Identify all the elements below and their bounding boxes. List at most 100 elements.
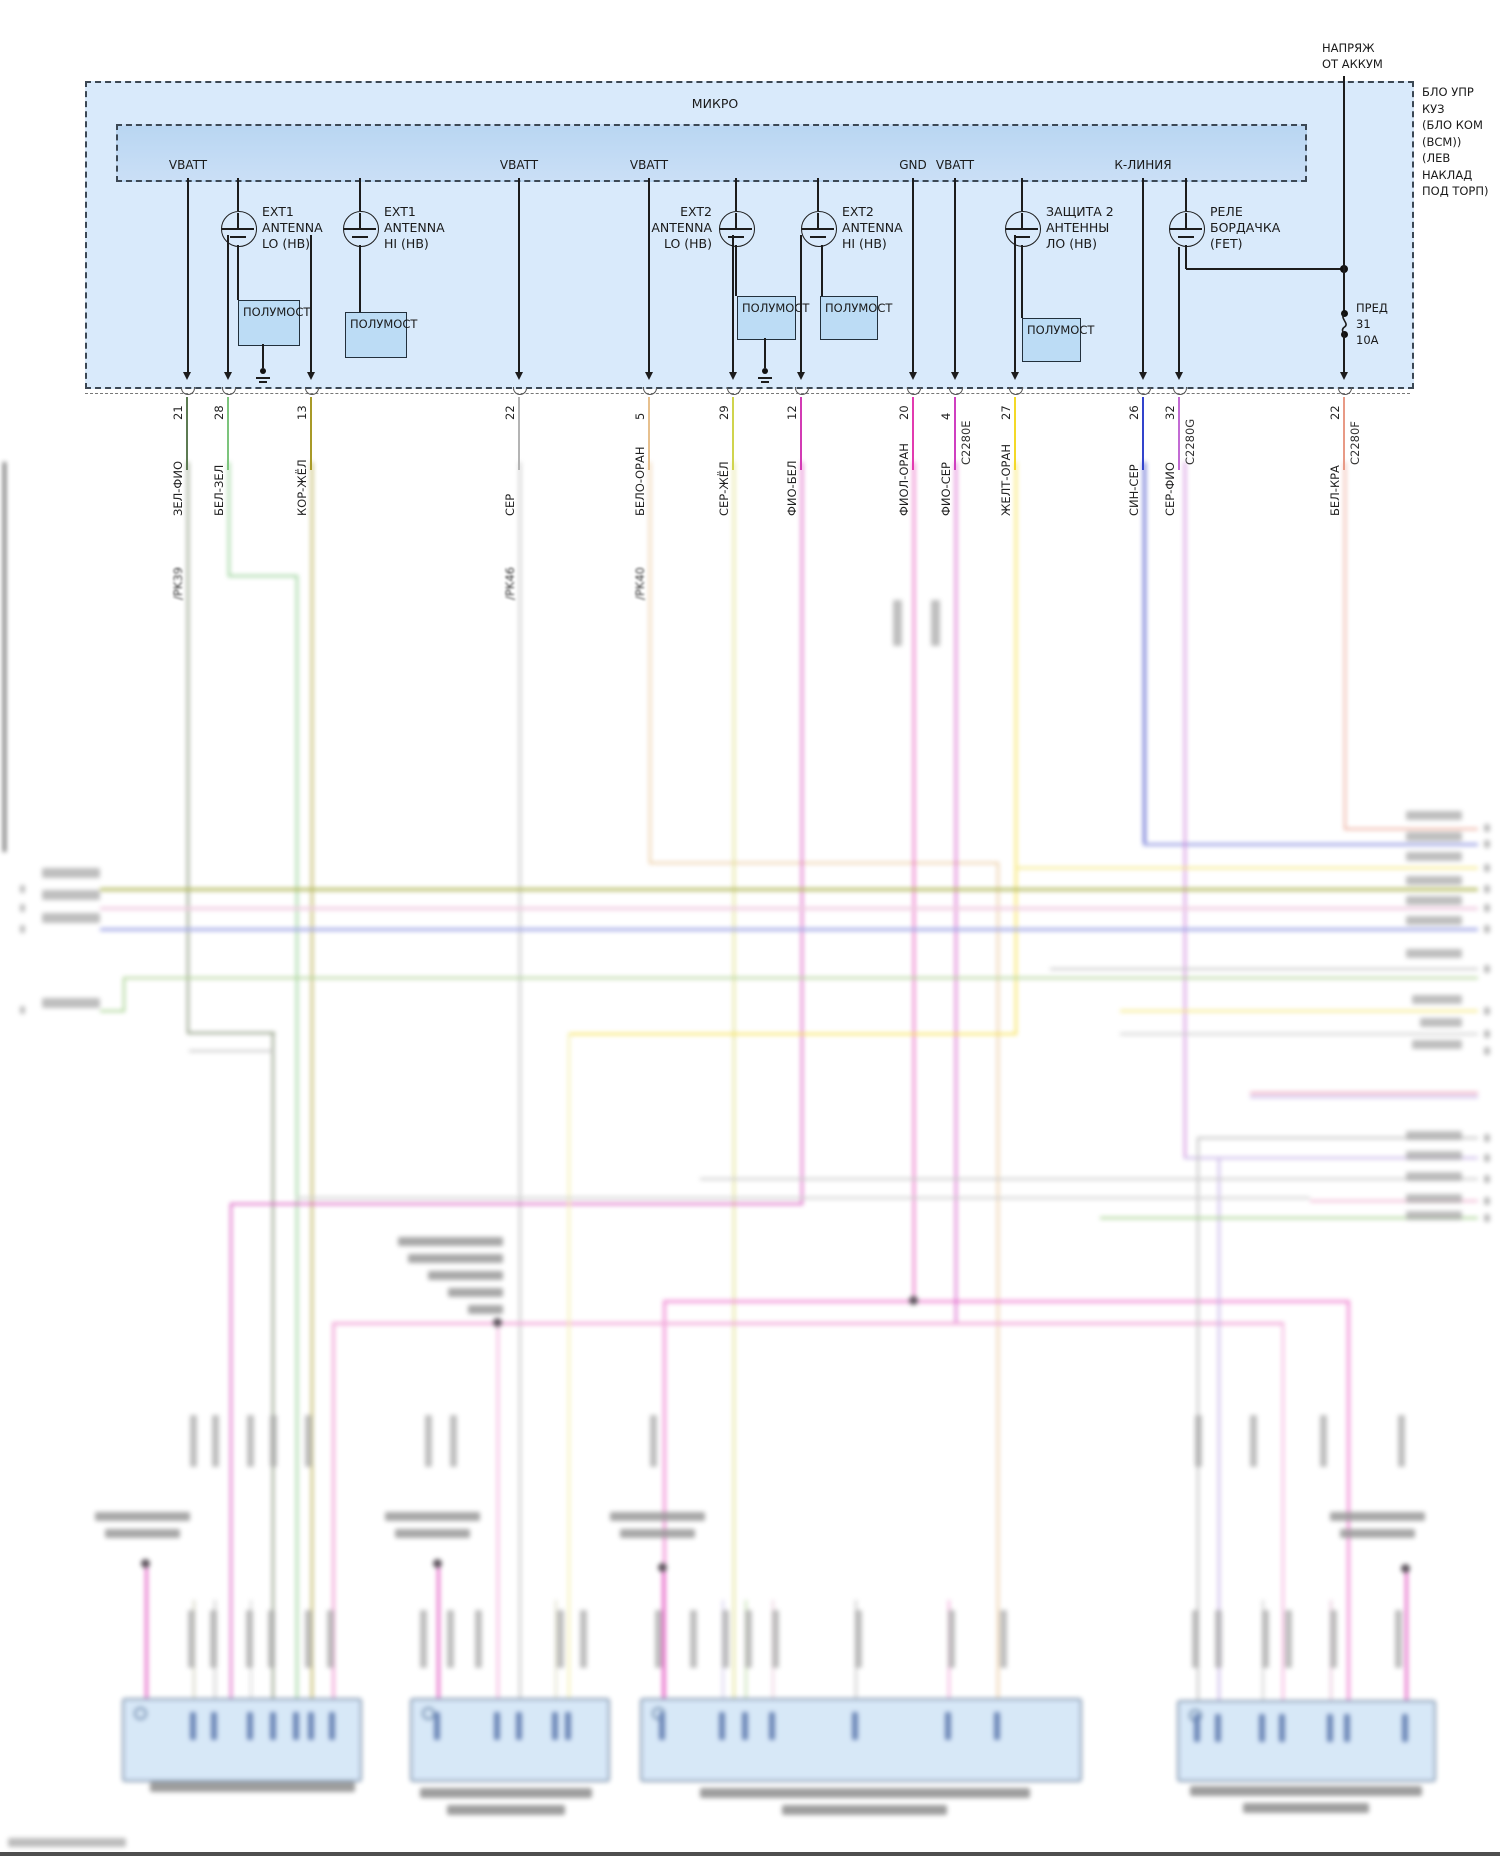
connector-pin-tick — [552, 1712, 558, 1740]
wire-segment — [1250, 1092, 1478, 1094]
driver-stem-down — [735, 245, 737, 296]
blurred-text-blob — [190, 1415, 197, 1467]
wire-segment — [519, 462, 522, 1700]
fuse-rating: 10A — [1356, 333, 1379, 347]
wire-segment — [230, 1203, 803, 1206]
blurred-text-blob — [1250, 1415, 1257, 1467]
bcm-module-note: БЛО УПР КУЗ (БЛО КОМ (ВСМ)) (ЛЕВ НАКЛАД ПОД Т… — [1422, 84, 1500, 200]
blurred-text-blob — [700, 1788, 1030, 1798]
pin-number: 27 — [999, 405, 1013, 420]
micro-label: МИКРО — [691, 96, 739, 111]
pin-arrow — [908, 372, 917, 380]
blurred-text-blob — [475, 1610, 482, 1668]
pin-arrow — [796, 372, 805, 380]
blurred-text-blob — [722, 1610, 729, 1668]
wire-color-label: БЕЛ-КРА — [1328, 465, 1342, 516]
blurred-text-blob — [188, 1610, 195, 1668]
harness-id-label: /PK39 — [171, 567, 185, 600]
blurred-text-blob — [557, 1610, 564, 1668]
wire-segment — [187, 1032, 275, 1035]
halfbridge-box: ПОЛУМОСТ — [820, 296, 892, 340]
wire-segment — [1197, 1137, 1478, 1139]
connector-pin-tick — [1279, 1714, 1285, 1742]
wire-segment — [1344, 828, 1478, 831]
wire-color-label: СЕР-ФИО — [1163, 462, 1177, 516]
blurred-text-blob — [1484, 1047, 1490, 1055]
wire-segment — [1218, 1157, 1221, 1700]
blurred-text-blob — [42, 868, 100, 878]
relay-output-stem — [1185, 245, 1187, 269]
blurred-text-blob — [408, 1254, 503, 1263]
wire-segment — [700, 1178, 1478, 1180]
blurred-text-blob — [782, 1805, 947, 1815]
wire-segment — [997, 862, 1000, 1700]
wire-segment — [145, 1563, 148, 1700]
wire-segment — [272, 1032, 275, 1700]
connector-pin-tick — [308, 1712, 314, 1740]
wire-segment — [497, 1322, 500, 1700]
blurred-text-blob — [1484, 1030, 1490, 1038]
wire-segment — [1344, 462, 1347, 830]
driver-label: EXT2 ANTENNA LO (HB) — [651, 204, 712, 251]
halfbridge-box: ПОЛУМОСТ — [238, 300, 310, 346]
blurred-text-blob — [20, 1006, 25, 1014]
driver-stem-up — [237, 178, 239, 211]
connector-pin-tick — [516, 1712, 522, 1740]
pin-number: 22 — [503, 405, 517, 420]
blurred-text-blob — [20, 885, 25, 893]
wire-stub — [185, 397, 189, 470]
driver-label: EXT1 ANTENNA LO (HB) — [262, 204, 323, 251]
wire-segment — [3, 462, 6, 852]
micro-inner-box — [116, 124, 1307, 182]
bcm-note-line: КУЗ — [1422, 101, 1445, 116]
driver-glyph-hline — [222, 228, 254, 230]
connector-pin-tick — [1259, 1714, 1265, 1742]
driver-glyph-hline2 — [1014, 236, 1030, 238]
driver-stem-up — [359, 178, 361, 211]
wire-stub — [1013, 397, 1017, 470]
ground-bar — [761, 381, 769, 383]
blurred-text-blob — [1406, 1211, 1462, 1220]
bus-pin-label: К-ЛИНИЯ — [1114, 158, 1172, 172]
wire-segment — [1250, 1096, 1478, 1098]
blurred-text-blob — [247, 1415, 254, 1467]
bus-pin-label: VBATT — [935, 158, 975, 172]
halfbridge-box: ПОЛУМОСТ — [1022, 318, 1094, 362]
pin-arrow — [514, 372, 523, 380]
wire-segment — [100, 1010, 124, 1013]
ground-dot — [762, 368, 768, 374]
wire-stub — [1342, 397, 1346, 470]
wire-segment — [1015, 462, 1018, 1035]
blurred-text-blob — [1285, 1610, 1292, 1668]
junction-dot — [141, 1559, 150, 1568]
wire-segment — [228, 575, 298, 578]
ground-dot — [260, 368, 266, 374]
driver-glyph-hline — [344, 228, 376, 230]
blurred-text-blob — [1406, 852, 1462, 861]
blurred-text-blob — [42, 890, 100, 900]
pin-number: 13 — [295, 405, 309, 420]
blurred-text-blob — [1484, 885, 1490, 893]
bcm-note-line: (ВСМ)) — [1422, 134, 1462, 149]
wire-color-label: СЕР-ЖЁЛ — [717, 461, 731, 516]
wire-segment — [1120, 1010, 1478, 1012]
wire-segment — [663, 1300, 1349, 1303]
wire-stub — [647, 397, 651, 470]
pin-arrow — [1339, 372, 1348, 380]
blurred-text-blob — [1406, 949, 1462, 958]
connector-box — [410, 1698, 610, 1782]
blurred-text-blob — [398, 1237, 503, 1246]
blurred-text-blob — [327, 1610, 334, 1668]
pin-arrow — [950, 372, 959, 380]
halfbridge-label: ПОЛУМОСТ — [825, 301, 893, 315]
wire-segment — [555, 1600, 557, 1700]
blurred-text-blob — [1484, 1154, 1490, 1162]
connector-pin-tick — [270, 1712, 276, 1740]
pin-stem — [1014, 235, 1016, 372]
junction-dot — [1401, 1564, 1410, 1573]
blurred-text-blob — [1192, 1610, 1199, 1668]
driver-glyph-hline — [1006, 228, 1038, 230]
connector-pin-tick — [769, 1712, 775, 1740]
halfbridge-box: ПОЛУМОСТ — [737, 296, 809, 340]
